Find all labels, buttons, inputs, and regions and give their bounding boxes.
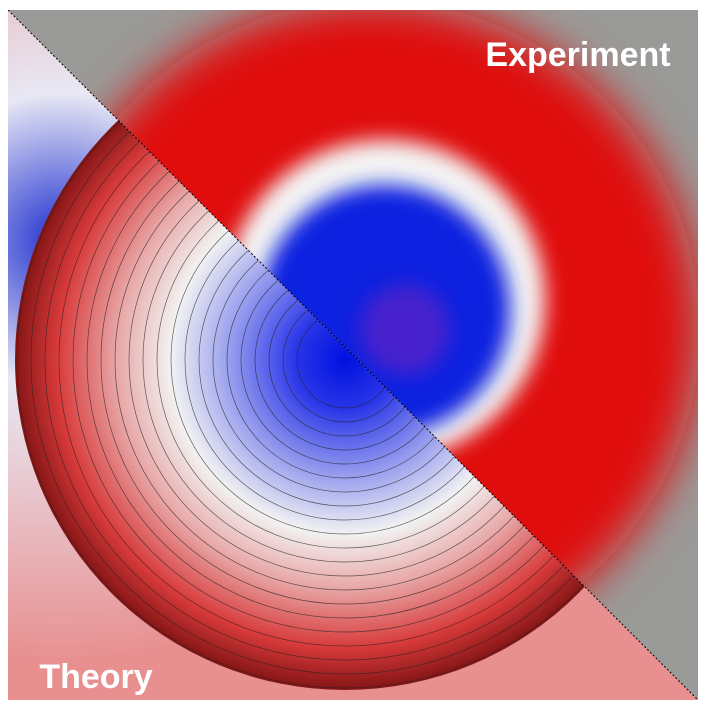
experiment-label: Experiment [485, 36, 670, 74]
theory-label: Theory [39, 658, 152, 696]
page: Experiment Theory (() => { const data = … [0, 0, 704, 708]
image [8, 0, 700, 700]
potential-map: Experiment Theory [0, 0, 704, 708]
experiment-inner-spot [360, 285, 450, 375]
